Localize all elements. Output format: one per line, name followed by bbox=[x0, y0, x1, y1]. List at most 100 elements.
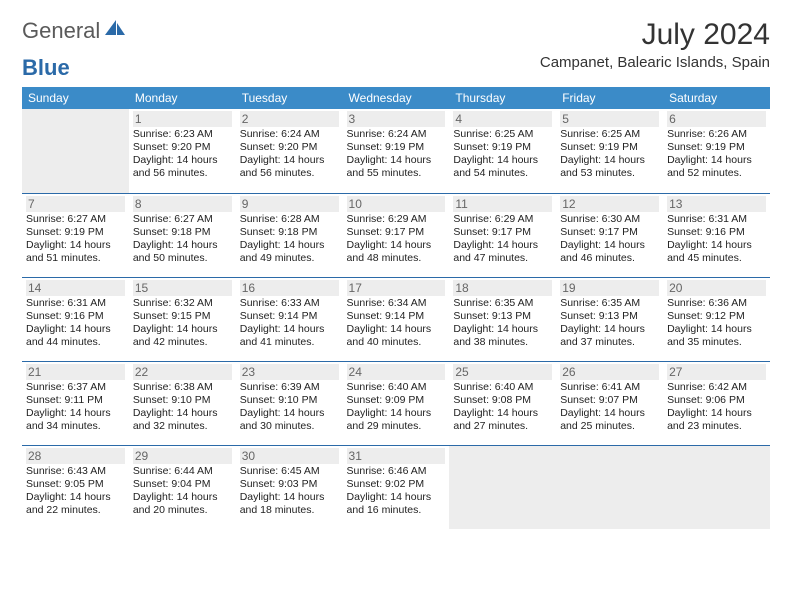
day-number: 21 bbox=[26, 364, 125, 380]
calendar-day-cell: 23Sunrise: 6:39 AMSunset: 9:10 PMDayligh… bbox=[236, 361, 343, 445]
day-info: Sunrise: 6:43 AMSunset: 9:05 PMDaylight:… bbox=[26, 465, 125, 518]
day-number: 19 bbox=[560, 280, 659, 296]
calendar-day-cell: 27Sunrise: 6:42 AMSunset: 9:06 PMDayligh… bbox=[663, 361, 770, 445]
calendar-table: SundayMondayTuesdayWednesdayThursdayFrid… bbox=[22, 87, 770, 529]
day-number: 14 bbox=[26, 280, 125, 296]
day-info: Sunrise: 6:35 AMSunset: 9:13 PMDaylight:… bbox=[453, 297, 552, 350]
calendar-week-row: 1Sunrise: 6:23 AMSunset: 9:20 PMDaylight… bbox=[22, 109, 770, 193]
calendar-day-cell: 20Sunrise: 6:36 AMSunset: 9:12 PMDayligh… bbox=[663, 277, 770, 361]
day-info: Sunrise: 6:37 AMSunset: 9:11 PMDaylight:… bbox=[26, 381, 125, 434]
day-number: 10 bbox=[347, 196, 446, 212]
day-number: 18 bbox=[453, 280, 552, 296]
day-number: 30 bbox=[240, 448, 339, 464]
calendar-day-cell: 9Sunrise: 6:28 AMSunset: 9:18 PMDaylight… bbox=[236, 193, 343, 277]
day-info: Sunrise: 6:23 AMSunset: 9:20 PMDaylight:… bbox=[133, 128, 232, 181]
calendar-day-cell: 24Sunrise: 6:40 AMSunset: 9:09 PMDayligh… bbox=[343, 361, 450, 445]
calendar-day-cell: 4Sunrise: 6:25 AMSunset: 9:19 PMDaylight… bbox=[449, 109, 556, 193]
day-number: 8 bbox=[133, 196, 232, 212]
calendar-day-cell: 19Sunrise: 6:35 AMSunset: 9:13 PMDayligh… bbox=[556, 277, 663, 361]
calendar-day-cell: 26Sunrise: 6:41 AMSunset: 9:07 PMDayligh… bbox=[556, 361, 663, 445]
day-info: Sunrise: 6:28 AMSunset: 9:18 PMDaylight:… bbox=[240, 213, 339, 266]
day-info: Sunrise: 6:40 AMSunset: 9:09 PMDaylight:… bbox=[347, 381, 446, 434]
day-header: Thursday bbox=[449, 87, 556, 109]
day-number: 23 bbox=[240, 364, 339, 380]
brand-part2: Blue bbox=[22, 55, 70, 80]
calendar-day-cell: 31Sunrise: 6:46 AMSunset: 9:02 PMDayligh… bbox=[343, 445, 450, 529]
calendar-day-cell: 17Sunrise: 6:34 AMSunset: 9:14 PMDayligh… bbox=[343, 277, 450, 361]
day-number: 15 bbox=[133, 280, 232, 296]
day-info: Sunrise: 6:46 AMSunset: 9:02 PMDaylight:… bbox=[347, 465, 446, 518]
day-info: Sunrise: 6:41 AMSunset: 9:07 PMDaylight:… bbox=[560, 381, 659, 434]
day-number: 3 bbox=[347, 111, 446, 127]
month-title: July 2024 bbox=[540, 18, 770, 52]
calendar-day-cell: 1Sunrise: 6:23 AMSunset: 9:20 PMDaylight… bbox=[129, 109, 236, 193]
calendar-day-cell: 3Sunrise: 6:24 AMSunset: 9:19 PMDaylight… bbox=[343, 109, 450, 193]
day-number: 17 bbox=[347, 280, 446, 296]
day-number: 7 bbox=[26, 196, 125, 212]
day-number: 6 bbox=[667, 111, 766, 127]
day-info: Sunrise: 6:25 AMSunset: 9:19 PMDaylight:… bbox=[453, 128, 552, 181]
calendar-day-cell: 21Sunrise: 6:37 AMSunset: 9:11 PMDayligh… bbox=[22, 361, 129, 445]
day-info: Sunrise: 6:26 AMSunset: 9:19 PMDaylight:… bbox=[667, 128, 766, 181]
day-number: 16 bbox=[240, 280, 339, 296]
day-number: 28 bbox=[26, 448, 125, 464]
day-info: Sunrise: 6:34 AMSunset: 9:14 PMDaylight:… bbox=[347, 297, 446, 350]
day-number: 22 bbox=[133, 364, 232, 380]
day-info: Sunrise: 6:29 AMSunset: 9:17 PMDaylight:… bbox=[453, 213, 552, 266]
calendar-day-cell: 28Sunrise: 6:43 AMSunset: 9:05 PMDayligh… bbox=[22, 445, 129, 529]
day-number: 5 bbox=[560, 111, 659, 127]
day-info: Sunrise: 6:29 AMSunset: 9:17 PMDaylight:… bbox=[347, 213, 446, 266]
calendar-day-cell: 30Sunrise: 6:45 AMSunset: 9:03 PMDayligh… bbox=[236, 445, 343, 529]
day-info: Sunrise: 6:27 AMSunset: 9:18 PMDaylight:… bbox=[133, 213, 232, 266]
calendar-day-cell: 10Sunrise: 6:29 AMSunset: 9:17 PMDayligh… bbox=[343, 193, 450, 277]
calendar-day-cell: 14Sunrise: 6:31 AMSunset: 9:16 PMDayligh… bbox=[22, 277, 129, 361]
calendar-day-cell: 16Sunrise: 6:33 AMSunset: 9:14 PMDayligh… bbox=[236, 277, 343, 361]
calendar-body: 1Sunrise: 6:23 AMSunset: 9:20 PMDaylight… bbox=[22, 109, 770, 529]
day-header: Sunday bbox=[22, 87, 129, 109]
day-header: Saturday bbox=[663, 87, 770, 109]
day-info: Sunrise: 6:36 AMSunset: 9:12 PMDaylight:… bbox=[667, 297, 766, 350]
day-info: Sunrise: 6:31 AMSunset: 9:16 PMDaylight:… bbox=[667, 213, 766, 266]
calendar-header-row: SundayMondayTuesdayWednesdayThursdayFrid… bbox=[22, 87, 770, 109]
day-number: 1 bbox=[133, 111, 232, 127]
calendar-day-cell: 29Sunrise: 6:44 AMSunset: 9:04 PMDayligh… bbox=[129, 445, 236, 529]
day-number: 31 bbox=[347, 448, 446, 464]
day-info: Sunrise: 6:30 AMSunset: 9:17 PMDaylight:… bbox=[560, 213, 659, 266]
day-number: 20 bbox=[667, 280, 766, 296]
day-info: Sunrise: 6:24 AMSunset: 9:20 PMDaylight:… bbox=[240, 128, 339, 181]
day-info: Sunrise: 6:40 AMSunset: 9:08 PMDaylight:… bbox=[453, 381, 552, 434]
day-info: Sunrise: 6:27 AMSunset: 9:19 PMDaylight:… bbox=[26, 213, 125, 266]
calendar-week-row: 28Sunrise: 6:43 AMSunset: 9:05 PMDayligh… bbox=[22, 445, 770, 529]
calendar-day-cell: 18Sunrise: 6:35 AMSunset: 9:13 PMDayligh… bbox=[449, 277, 556, 361]
day-info: Sunrise: 6:35 AMSunset: 9:13 PMDaylight:… bbox=[560, 297, 659, 350]
calendar-empty-cell bbox=[556, 445, 663, 529]
day-header: Wednesday bbox=[343, 87, 450, 109]
day-number: 2 bbox=[240, 111, 339, 127]
day-info: Sunrise: 6:42 AMSunset: 9:06 PMDaylight:… bbox=[667, 381, 766, 434]
day-info: Sunrise: 6:33 AMSunset: 9:14 PMDaylight:… bbox=[240, 297, 339, 350]
calendar-week-row: 14Sunrise: 6:31 AMSunset: 9:16 PMDayligh… bbox=[22, 277, 770, 361]
day-number: 12 bbox=[560, 196, 659, 212]
day-info: Sunrise: 6:44 AMSunset: 9:04 PMDaylight:… bbox=[133, 465, 232, 518]
day-number: 24 bbox=[347, 364, 446, 380]
day-info: Sunrise: 6:39 AMSunset: 9:10 PMDaylight:… bbox=[240, 381, 339, 434]
calendar-day-cell: 22Sunrise: 6:38 AMSunset: 9:10 PMDayligh… bbox=[129, 361, 236, 445]
brand-logo: General bbox=[22, 18, 130, 44]
calendar-week-row: 7Sunrise: 6:27 AMSunset: 9:19 PMDaylight… bbox=[22, 193, 770, 277]
calendar-day-cell: 8Sunrise: 6:27 AMSunset: 9:18 PMDaylight… bbox=[129, 193, 236, 277]
calendar-day-cell: 6Sunrise: 6:26 AMSunset: 9:19 PMDaylight… bbox=[663, 109, 770, 193]
day-number: 4 bbox=[453, 111, 552, 127]
day-number: 29 bbox=[133, 448, 232, 464]
calendar-day-cell: 13Sunrise: 6:31 AMSunset: 9:16 PMDayligh… bbox=[663, 193, 770, 277]
calendar-day-cell: 5Sunrise: 6:25 AMSunset: 9:19 PMDaylight… bbox=[556, 109, 663, 193]
calendar-day-cell: 11Sunrise: 6:29 AMSunset: 9:17 PMDayligh… bbox=[449, 193, 556, 277]
calendar-empty-cell bbox=[22, 109, 129, 193]
calendar-day-cell: 25Sunrise: 6:40 AMSunset: 9:08 PMDayligh… bbox=[449, 361, 556, 445]
day-info: Sunrise: 6:38 AMSunset: 9:10 PMDaylight:… bbox=[133, 381, 232, 434]
day-number: 25 bbox=[453, 364, 552, 380]
calendar-empty-cell bbox=[663, 445, 770, 529]
day-number: 11 bbox=[453, 196, 552, 212]
day-number: 27 bbox=[667, 364, 766, 380]
day-number: 13 bbox=[667, 196, 766, 212]
calendar-day-cell: 2Sunrise: 6:24 AMSunset: 9:20 PMDaylight… bbox=[236, 109, 343, 193]
